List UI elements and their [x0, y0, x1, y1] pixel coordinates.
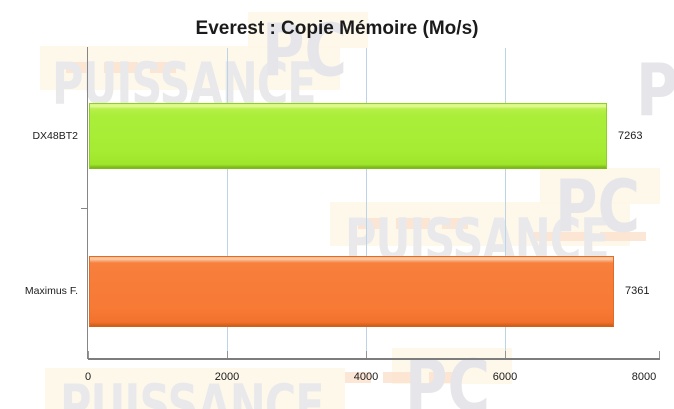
x-tick-label-2000: 2000 — [214, 371, 240, 383]
x-axis-tick — [659, 351, 660, 359]
y-axis-tick — [81, 208, 88, 209]
x-tick-label-8000: 8000 — [631, 371, 657, 383]
bar-dx48bt2[interactable] — [89, 103, 607, 169]
y-axis-line — [87, 47, 88, 359]
watermark-chip — [429, 372, 455, 383]
bar-maximus-f[interactable] — [89, 256, 614, 327]
x-axis-tick — [227, 351, 228, 359]
x-tick-label-6000: 6000 — [492, 371, 518, 383]
category-label-dx48bt2: DX48BT2 — [32, 130, 78, 142]
x-axis-tick — [88, 351, 89, 359]
category-label-maximus-f: Maximus F. — [24, 285, 78, 297]
bar-value-label: 7361 — [625, 285, 650, 297]
x-tick-label-4000: 4000 — [353, 371, 379, 383]
x-axis-line — [88, 358, 660, 360]
x-tick-label-0: 0 — [84, 371, 92, 383]
x-axis-tick — [366, 351, 367, 359]
chart-title: Everest : Copie Mémoire (Mo/s) — [195, 18, 479, 39]
gridline-2000 — [227, 48, 228, 358]
bar-value-label: 7263 — [618, 130, 643, 142]
